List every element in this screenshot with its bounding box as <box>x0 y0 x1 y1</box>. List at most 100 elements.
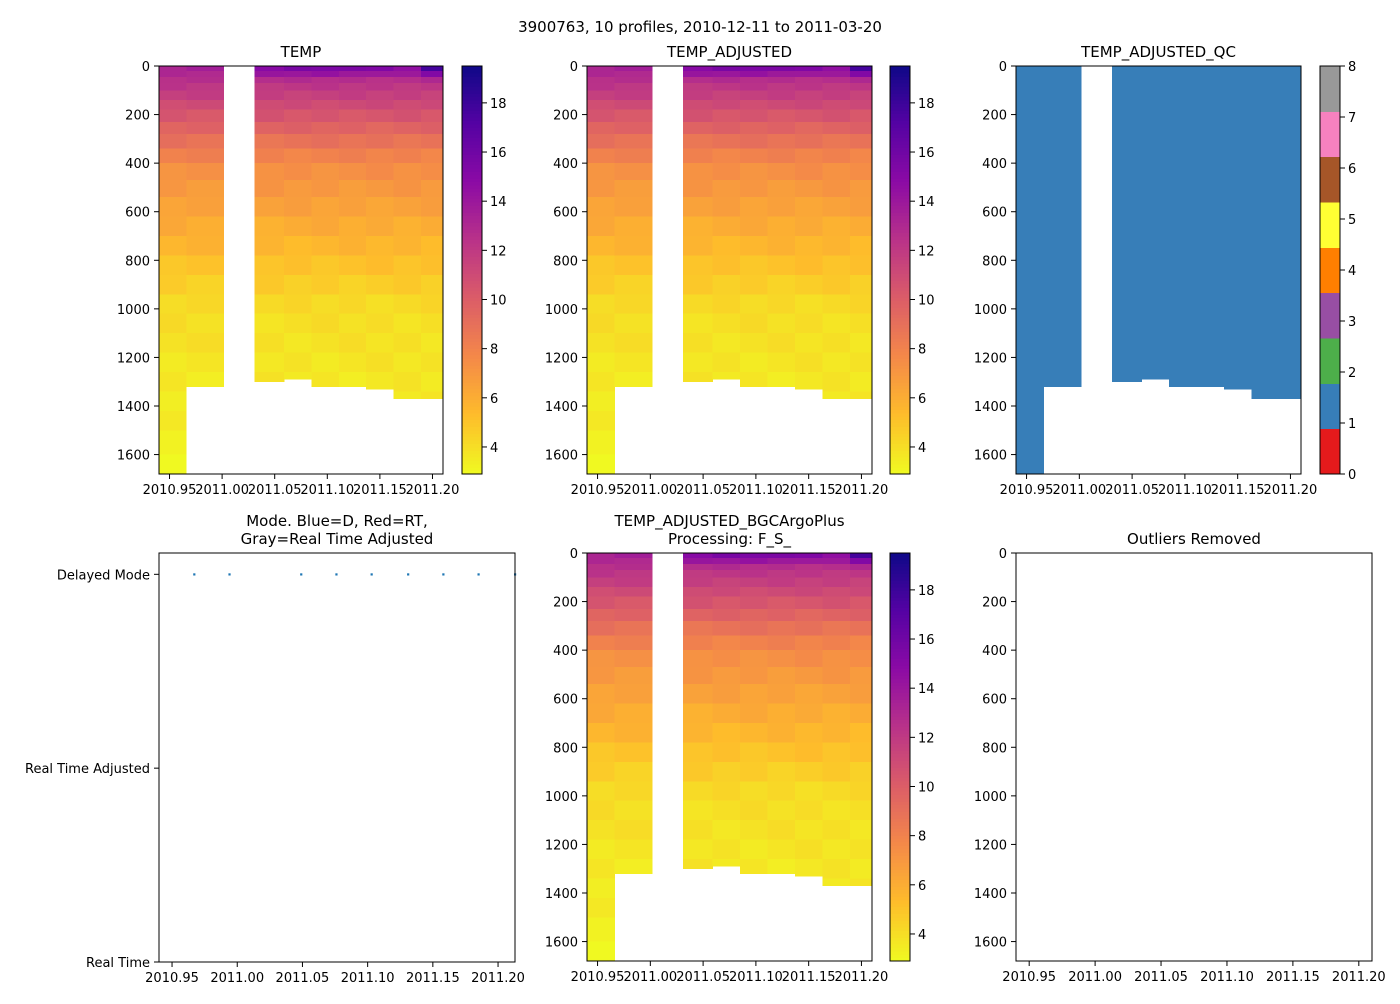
heatmap-cell <box>1278 109 1302 123</box>
heatmap-cell <box>767 134 796 149</box>
colorbar-segment <box>1320 292 1340 339</box>
heatmap-cell <box>420 255 444 276</box>
heatmap-cell <box>1223 83 1252 91</box>
colorbar-gradient-step <box>890 757 910 761</box>
y-tick-label: 600 <box>982 206 1007 221</box>
axes-frame <box>1015 65 1302 475</box>
panel-title: TEMP_ADJUSTED <box>666 43 792 62</box>
heatmap-cell <box>1112 294 1143 315</box>
heatmap-cell <box>794 90 823 101</box>
y-tick-label: 800 <box>553 254 578 269</box>
heatmap-cell <box>587 100 615 111</box>
y-tick-label: 1000 <box>545 303 578 318</box>
heatmap-cell <box>794 839 823 860</box>
colorbar-gradient-step <box>890 198 910 203</box>
heatmap-cell <box>822 294 851 315</box>
heatmap-cell <box>1223 134 1252 149</box>
x-tick-label: 2010.95 <box>1000 483 1054 498</box>
heatmap-cell <box>794 236 823 256</box>
heatmap-cell <box>1141 294 1170 315</box>
heatmap-cell <box>311 333 340 353</box>
colorbar-gradient-step <box>890 467 910 472</box>
heatmap-cell <box>822 557 851 565</box>
heatmap-cell <box>740 66 768 72</box>
colorbar-gradient-step <box>890 933 910 938</box>
colorbar-gradient-step <box>462 198 482 203</box>
colorbar-gradient-step <box>890 614 910 619</box>
heatmap-cell <box>1251 313 1280 334</box>
heatmap-cell <box>614 372 653 387</box>
colorbar-tick-label: 14 <box>490 195 507 210</box>
heatmap-cell <box>366 134 394 149</box>
heatmap-cell <box>767 761 796 782</box>
heatmap-cell <box>849 197 873 217</box>
heatmap-cell <box>1016 216 1044 237</box>
heatmap-cell <box>159 76 187 84</box>
heatmap-cell <box>366 66 394 72</box>
colorbar-gradient-step <box>890 661 910 666</box>
heatmap-cell <box>1043 180 1082 198</box>
colorbar-gradient-step <box>462 151 482 155</box>
heatmap-cell <box>1278 134 1302 149</box>
colorbar-gradient-step <box>890 651 910 656</box>
heatmap-cell <box>1016 66 1044 72</box>
colorbar-tick-label: 16 <box>918 146 935 161</box>
colorbar-gradient-step <box>462 215 482 220</box>
heatmap-cell <box>420 109 444 123</box>
heatmap-cell <box>284 70 312 78</box>
colorbar-gradient-step <box>462 293 482 298</box>
colorbar-gradient-step <box>890 729 910 734</box>
colorbar-gradient-step <box>890 610 910 615</box>
heatmap-cell <box>794 313 823 334</box>
heatmap-cell <box>186 216 225 237</box>
heatmap-cell <box>587 410 615 431</box>
colorbar-gradient-step <box>890 950 910 955</box>
heatmap-cell <box>849 878 873 887</box>
colorbar-gradient-step <box>890 134 910 138</box>
heatmap-cell <box>849 121 873 135</box>
heatmap-cell <box>712 703 741 724</box>
x-tick-label: 2011.05 <box>676 483 730 498</box>
colorbar-gradient-step <box>462 120 482 125</box>
heatmap-cell <box>587 859 615 879</box>
heatmap-cell <box>614 650 653 668</box>
heatmap-cell <box>1016 83 1044 91</box>
heatmap-cell <box>614 667 653 685</box>
heatmap-cell <box>159 100 187 111</box>
colorbar-tick-label: 3 <box>1348 315 1356 330</box>
heatmap-cell <box>712 180 741 198</box>
heatmap-cell <box>311 274 340 295</box>
colorbar-gradient-step <box>890 409 910 414</box>
colorbar-gradient-step <box>890 808 910 812</box>
heatmap-cell <box>1016 391 1044 412</box>
heatmap-cell <box>1112 66 1143 72</box>
heatmap-cell <box>159 333 187 353</box>
colorbar-gradient-step <box>462 440 482 444</box>
heatmap-cell <box>794 723 823 743</box>
heatmap-cell <box>767 90 796 101</box>
colorbar-gradient-step <box>462 154 482 159</box>
colorbar-gradient-step <box>890 412 910 417</box>
heatmap-cell <box>712 608 741 622</box>
heatmap-cell <box>1278 216 1302 237</box>
heatmap-cell <box>712 163 741 181</box>
colorbar-gradient-step <box>462 290 482 295</box>
heatmap-cell <box>794 148 823 164</box>
heatmap-cell <box>186 352 225 373</box>
heatmap-cell <box>767 577 796 588</box>
heatmap-cell <box>1016 134 1044 149</box>
colorbar-gradient-step <box>890 774 910 778</box>
colorbar-tick-label: 10 <box>490 293 507 308</box>
colorbar-gradient-step <box>890 470 910 475</box>
heatmap-cell <box>159 134 187 149</box>
heatmap-cell <box>159 197 187 217</box>
colorbar-gradient-step <box>462 375 482 380</box>
heatmap-cell <box>366 255 394 276</box>
heatmap-cell <box>338 197 367 217</box>
heatmap-cell <box>338 134 367 149</box>
colorbar-gradient-step <box>890 239 910 244</box>
heatmap-cell <box>1112 90 1143 101</box>
heatmap-cell <box>849 294 873 315</box>
colorbar-gradient-step <box>462 181 482 186</box>
colorbar-gradient-step <box>890 144 910 149</box>
